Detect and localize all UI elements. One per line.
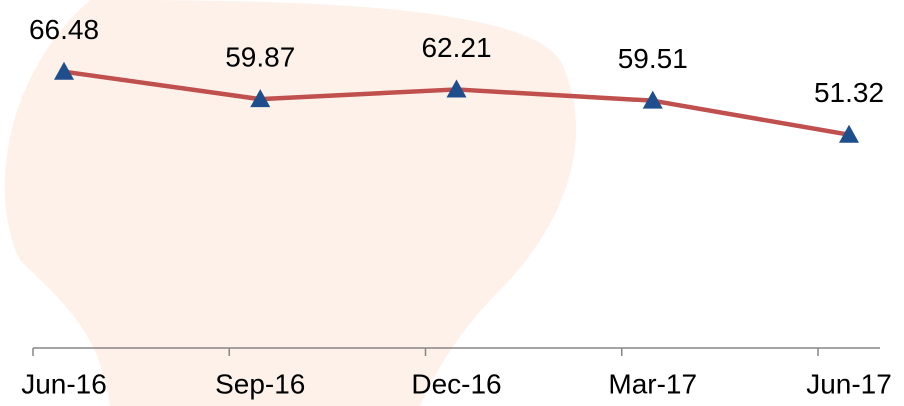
data-label: 62.21 — [421, 32, 491, 63]
x-tick-label: Jun-16 — [21, 368, 107, 399]
x-tick-label: Jun-17 — [806, 368, 892, 399]
marker — [250, 89, 271, 108]
data-label: 59.87 — [225, 42, 295, 73]
x-tick-label: Mar-17 — [608, 368, 697, 399]
marker — [54, 61, 74, 80]
marker — [839, 124, 859, 143]
data-label: 66.48 — [29, 14, 99, 45]
data-label: 59.51 — [618, 43, 688, 74]
x-tick-label: Dec-16 — [411, 368, 501, 399]
data-label: 51.32 — [814, 77, 884, 108]
marker — [642, 90, 663, 109]
watermark — [4, 0, 577, 406]
marker — [446, 79, 467, 98]
x-tick-label: Sep-16 — [215, 368, 305, 399]
